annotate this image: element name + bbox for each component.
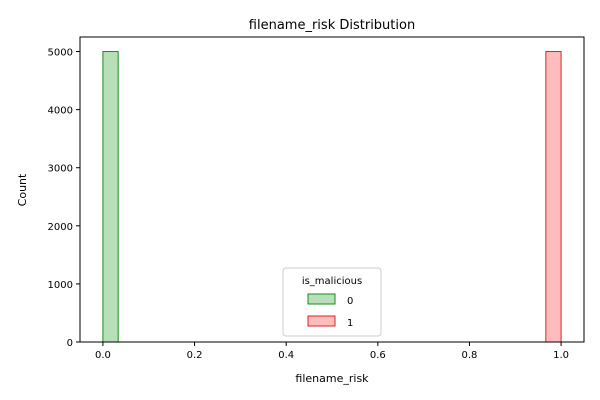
y-tick-label: 5000 — [48, 48, 73, 59]
y-tick-label: 3000 — [48, 164, 73, 175]
y-tick-label: 0 — [67, 338, 73, 349]
x-tick-label: 0.8 — [462, 350, 478, 361]
legend-swatch-0 — [307, 293, 336, 305]
plot-frame — [79, 36, 585, 343]
bar-series-1-bin-0 — [545, 51, 562, 343]
x-tick-label: 0.0 — [95, 350, 111, 361]
x-tick-label: 0.4 — [278, 350, 294, 361]
x-tick-label: 0.6 — [370, 350, 386, 361]
y-tick-label: 1000 — [48, 280, 73, 291]
legend: is_malicious 0 1 — [282, 267, 382, 337]
y-axis-label: Count — [16, 173, 29, 206]
axes-layer: 0.0 0.2 0.4 0.6 0.8 1.0 0 1000 2000 3000 4000 5000 — [48, 36, 585, 361]
legend-swatch-1 — [307, 315, 336, 327]
y-tick-label: 2000 — [48, 222, 73, 233]
y-tick-label: 4000 — [48, 106, 73, 117]
legend-label-0: 0 — [347, 296, 353, 307]
legend-label-1: 1 — [347, 318, 353, 329]
legend-title: is_malicious — [302, 276, 362, 287]
x-tick-label: 1.0 — [553, 350, 569, 361]
chart-title: filename_risk Distribution — [249, 18, 415, 33]
bar-series-0-bin-0 — [102, 51, 119, 343]
x-tick-label: 0.2 — [187, 350, 203, 361]
x-axis-label: filename_risk — [295, 372, 369, 385]
